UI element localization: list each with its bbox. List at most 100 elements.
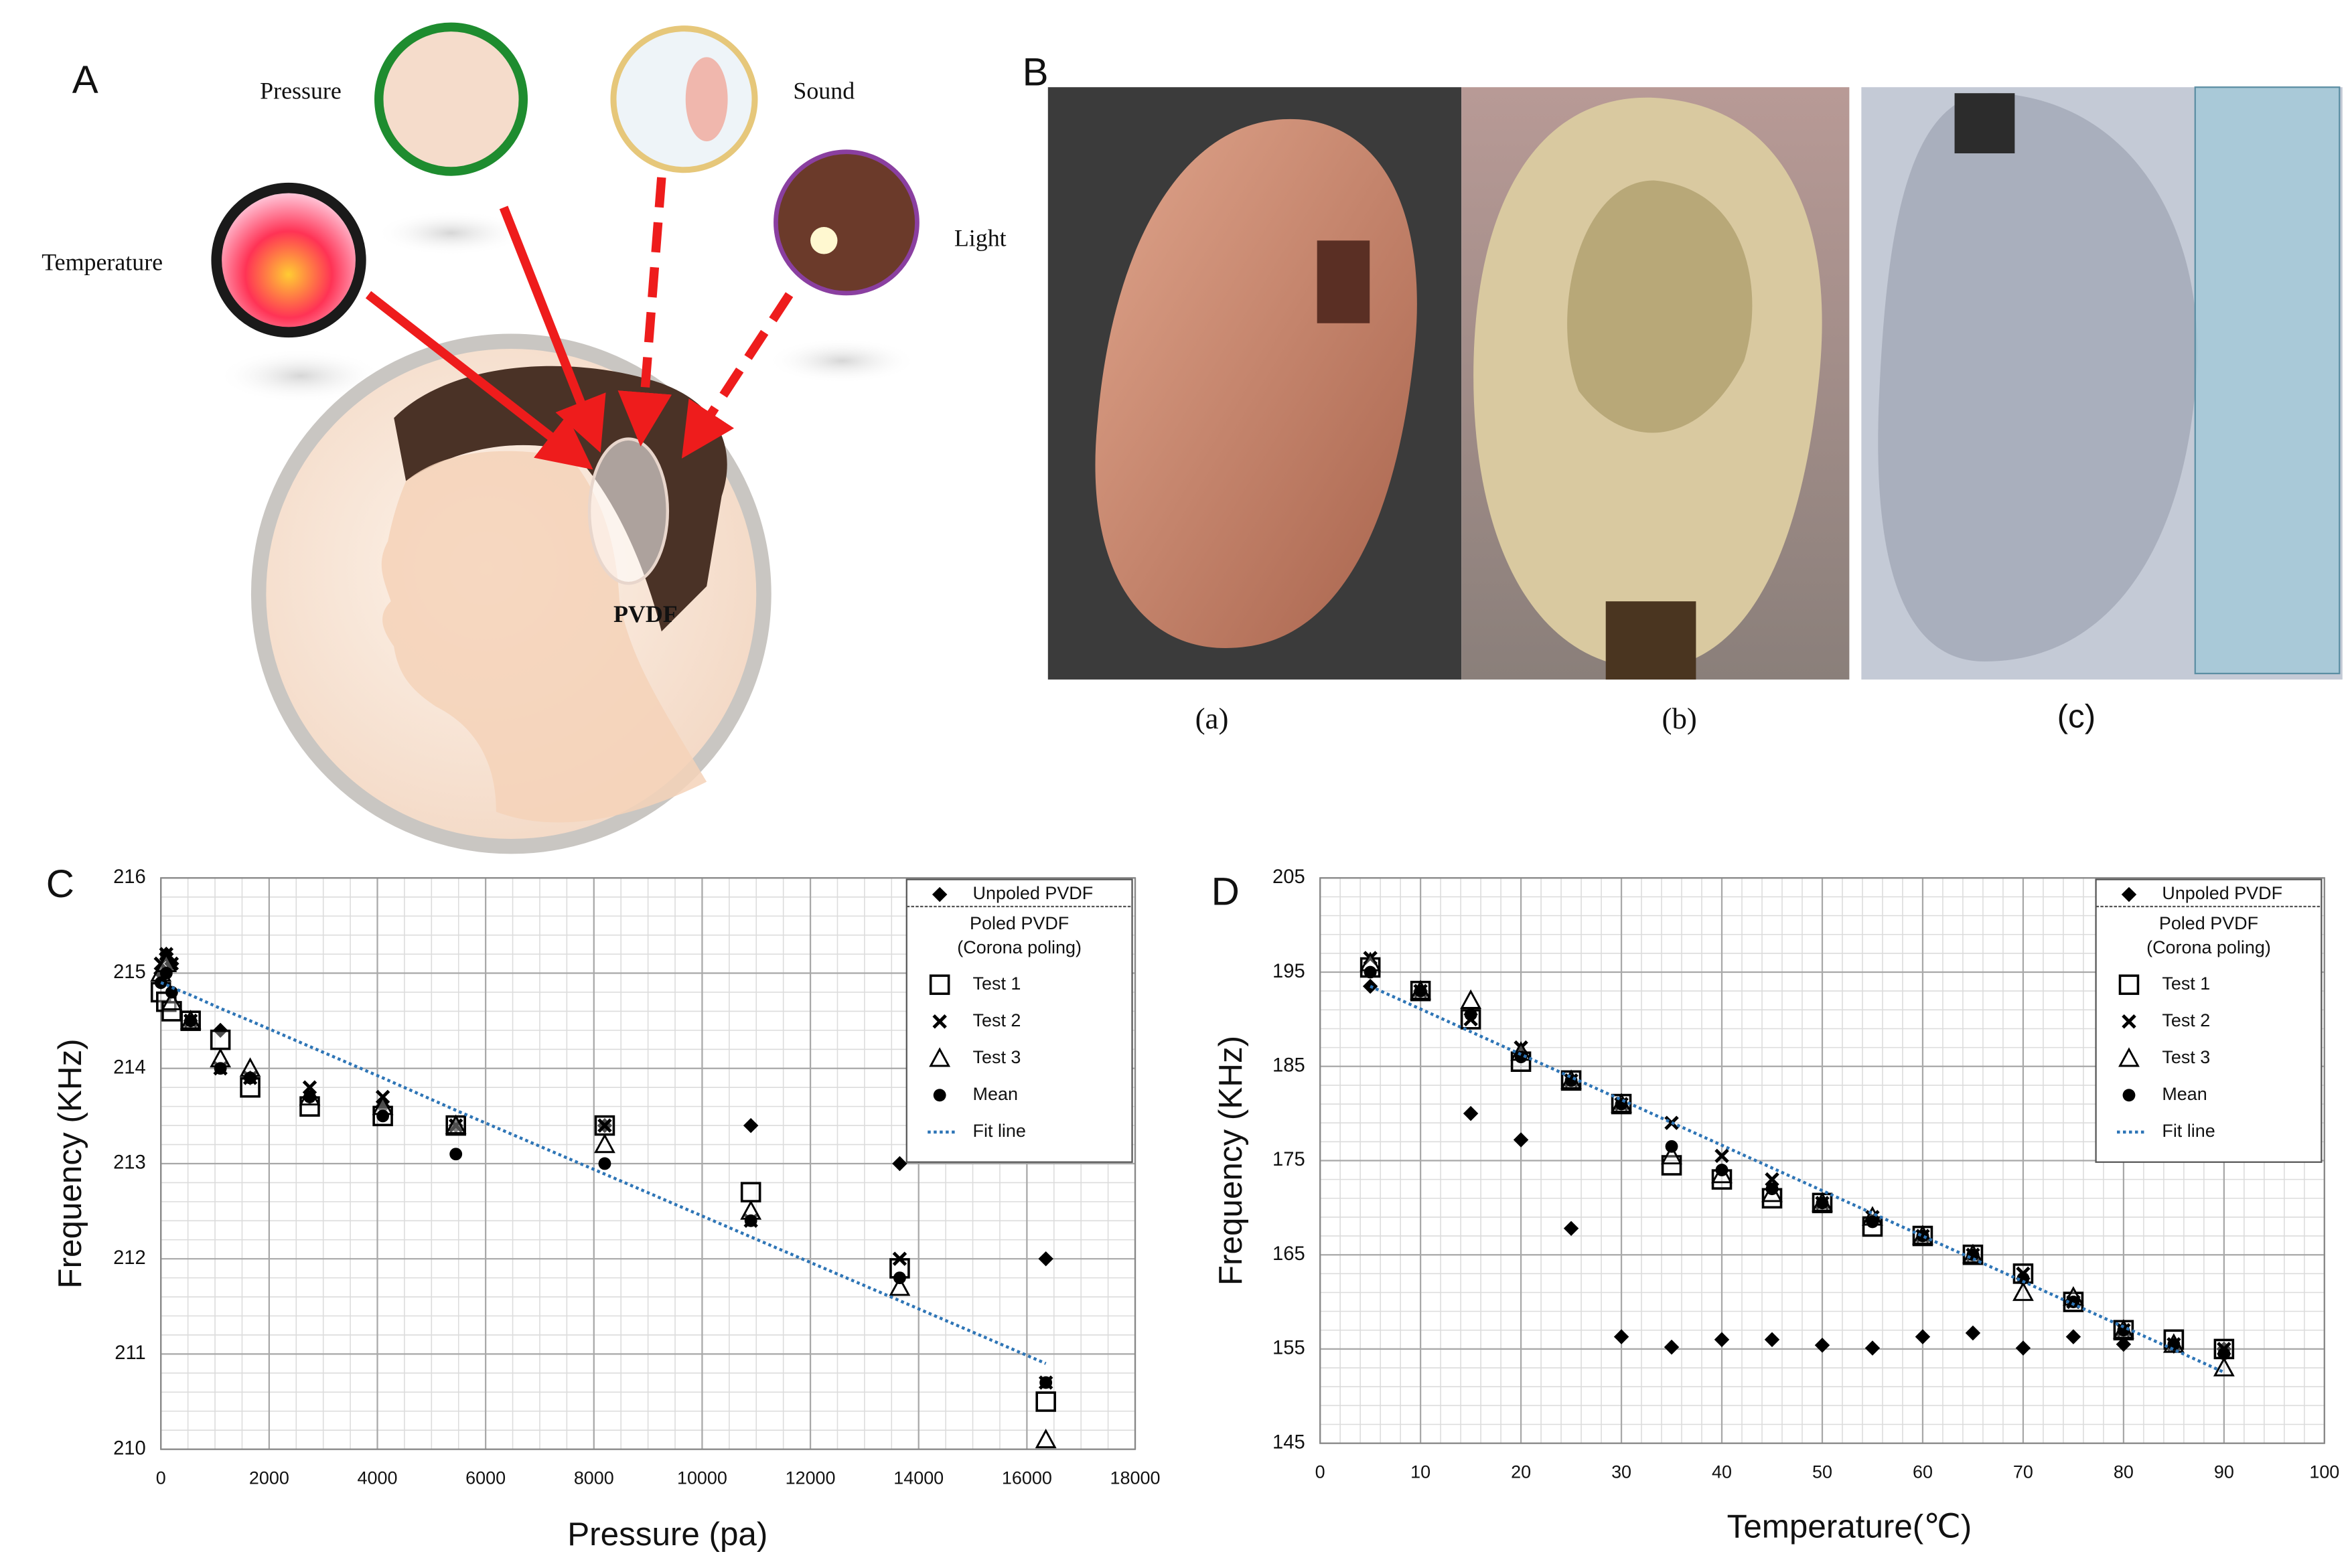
chart: 0 2000 4000 6000 8000 10000 12000 14000 16000 180… xyxy=(46,862,1161,1553)
circle-point xyxy=(598,1157,611,1170)
y-tick-label: 205 xyxy=(1272,866,1305,888)
y-tick-label: 165 xyxy=(1272,1243,1305,1265)
circle-point xyxy=(1866,1215,1879,1229)
legend-label: Test 3 xyxy=(2162,1047,2210,1067)
circle-point xyxy=(933,1089,946,1102)
triangle-point xyxy=(929,1047,951,1067)
circle-point xyxy=(449,1148,463,1161)
circle-point xyxy=(893,1271,906,1285)
ear-sample xyxy=(1878,92,2198,661)
y-axis-title: Frequency (KHz) xyxy=(52,1038,88,1288)
y-tick-label: 214 xyxy=(113,1056,146,1078)
pressure-icon xyxy=(374,22,528,176)
legend-label: Fit line xyxy=(973,1121,1026,1141)
ruler xyxy=(2194,86,2341,675)
circle-point xyxy=(1514,1050,1528,1064)
face xyxy=(381,451,707,823)
x-point xyxy=(1714,1148,1729,1164)
circle-point xyxy=(744,1214,757,1227)
y-tick-label: 210 xyxy=(113,1437,146,1459)
circle-point xyxy=(1615,1097,1628,1111)
legend-group-title: Poled PVDF xyxy=(970,913,1069,933)
legend-label: Test 3 xyxy=(973,1047,1021,1067)
legend-label: Unpoled PVDF xyxy=(2162,883,2282,903)
x-point xyxy=(892,1251,907,1266)
legend-label: Test 1 xyxy=(973,973,1021,994)
circle-point xyxy=(1966,1248,1980,1261)
square-point xyxy=(210,1029,231,1050)
circle-point xyxy=(2016,1271,2030,1285)
triangle-point xyxy=(2118,1047,2140,1067)
circle-point xyxy=(303,1090,316,1103)
light-icon xyxy=(774,149,920,296)
triangle-point xyxy=(1661,1144,1682,1165)
triangle-point xyxy=(1460,989,1482,1009)
square-point xyxy=(1035,1391,1056,1412)
x-point xyxy=(932,1014,947,1029)
x-point xyxy=(597,1118,612,1133)
diamond-point xyxy=(1513,1132,1529,1148)
arrow xyxy=(617,177,672,447)
legend-label: Mean xyxy=(2162,1084,2207,1104)
y-tick-label: 145 xyxy=(1272,1431,1305,1453)
arrow xyxy=(681,292,794,459)
legend-box xyxy=(905,878,1133,1163)
pressure-label: Pressure xyxy=(260,77,342,104)
panel-label: B xyxy=(1023,51,1049,94)
x-tick-label: 6000 xyxy=(465,1468,506,1488)
x-tick-label: 2000 xyxy=(249,1468,289,1488)
panel-label: C xyxy=(46,862,74,906)
y-tick-label: 212 xyxy=(113,1247,146,1269)
shadow xyxy=(766,338,917,384)
caption: (c) xyxy=(2057,698,2096,734)
circle-point xyxy=(1364,965,1377,979)
x-tick-label: 50 xyxy=(1812,1462,1832,1482)
electrode xyxy=(1605,601,1696,680)
square-point xyxy=(929,974,950,996)
diamond-point xyxy=(1915,1329,1931,1344)
legend-label: Test 2 xyxy=(2162,1010,2210,1030)
circle-point xyxy=(2117,1324,2130,1337)
triangle-point xyxy=(889,1276,911,1296)
x-axis-title: Pressure (pa) xyxy=(567,1516,767,1553)
arrow xyxy=(365,291,593,470)
diamond-point xyxy=(2065,1329,2081,1344)
x-point xyxy=(1765,1172,1779,1187)
circle-point xyxy=(165,986,178,999)
diamond-point xyxy=(2015,1340,2031,1356)
caption: (b) xyxy=(1662,702,1697,735)
light-beam xyxy=(810,227,838,254)
y-tick-label: 155 xyxy=(1272,1338,1305,1359)
circle-point xyxy=(1665,1140,1678,1153)
y-tick-label: 195 xyxy=(1272,961,1305,982)
triangle-point xyxy=(1035,1428,1057,1449)
legend-group-title: (Corona poling) xyxy=(957,937,1082,957)
diamond-point xyxy=(1664,1339,1680,1355)
circle-point xyxy=(2067,1296,2080,1308)
circle-point xyxy=(159,967,173,979)
circle-point xyxy=(1039,1376,1053,1389)
circle-point xyxy=(1916,1229,1929,1243)
plot-frame xyxy=(160,877,1136,1450)
temperature-label: Temperature xyxy=(42,248,163,275)
x-tick-label: 14000 xyxy=(893,1468,944,1488)
x-tick-label: 90 xyxy=(2214,1462,2234,1482)
triangle-point xyxy=(594,1133,615,1154)
y-tick-label: 213 xyxy=(113,1152,146,1174)
square-point xyxy=(2118,974,2140,996)
chart: 0 10 20 30 40 50 60 70 80 90 100 145 155 165 175 185 195… xyxy=(1211,866,2340,1545)
x-tick-label: 0 xyxy=(156,1468,166,1488)
x-axis-title: Temperature(℃) xyxy=(1727,1508,1972,1545)
x-tick-label: 20 xyxy=(1511,1462,1531,1482)
legend-box xyxy=(2095,878,2323,1163)
diamond-point xyxy=(1038,1251,1053,1267)
arrow xyxy=(499,206,606,453)
square-point xyxy=(740,1182,761,1202)
x-tick-label: 80 xyxy=(2114,1462,2134,1482)
circle-point xyxy=(2217,1347,2231,1360)
legend-group-title: (Corona poling) xyxy=(2146,937,2271,957)
y-axis-title: Frequency (KHz) xyxy=(1212,1036,1249,1285)
legend: Unpoled PVDF Poled PVDF (Corona poling) Tes… xyxy=(905,878,1133,1163)
